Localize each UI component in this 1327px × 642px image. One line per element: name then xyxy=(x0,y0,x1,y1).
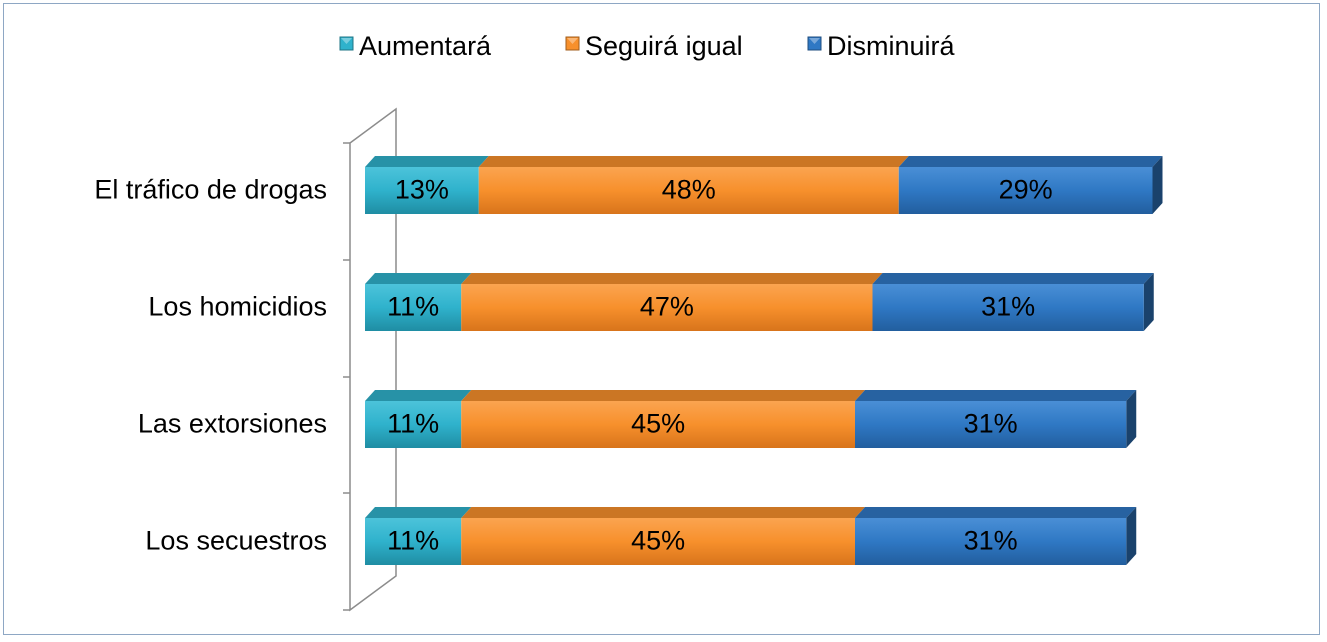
legend-label-2: Seguirá igual xyxy=(585,31,743,61)
bar-front-3-1 xyxy=(365,401,462,448)
legend-swatch-shine-1 xyxy=(341,38,352,44)
bar-top-4-2 xyxy=(461,507,865,518)
bar-side-4-3 xyxy=(1126,507,1137,565)
value-label-4-1: 11% xyxy=(387,526,439,556)
value-label-2-2: 47% xyxy=(640,292,694,322)
bar-front-4-1 xyxy=(365,518,462,565)
bar-front-4-3 xyxy=(855,518,1127,565)
bar-front-4-2 xyxy=(461,518,855,565)
bar-front-1-2 xyxy=(478,167,899,214)
bar-side-1-3 xyxy=(1152,156,1163,214)
category-label-3: Las extorsiones xyxy=(138,409,327,439)
bar-side-3-3 xyxy=(1126,390,1137,448)
bar-front-1-1 xyxy=(365,167,479,214)
bar-4-2 xyxy=(461,507,865,565)
bar-front-3-2 xyxy=(461,401,855,448)
bar-3-3 xyxy=(855,390,1137,448)
legend-swatch-shine-3 xyxy=(809,38,820,44)
value-label-2-3: 31% xyxy=(981,292,1035,322)
bar-front-1-3 xyxy=(898,167,1153,214)
bar-1-2 xyxy=(478,156,909,214)
bar-4-1 xyxy=(365,507,472,565)
legend-swatch-shine-2 xyxy=(567,38,578,44)
bar-top-3-2 xyxy=(461,390,865,401)
bar-3-1 xyxy=(365,390,472,448)
bar-front-3-3 xyxy=(855,401,1127,448)
value-label-3-3: 31% xyxy=(964,409,1018,439)
chart-frame: Aumentará Seguirá igual Disminuirá El tráf… xyxy=(3,3,1320,635)
bar-top-4-1 xyxy=(365,507,472,518)
bar-3-2 xyxy=(461,390,865,448)
category-label-2: Los homicidios xyxy=(148,292,327,322)
bar-top-4-3 xyxy=(855,507,1137,518)
bar-top-1-2 xyxy=(478,156,909,167)
bar-4-3 xyxy=(855,507,1137,565)
value-label-3-1: 11% xyxy=(387,409,439,439)
chart-svg: Aumentará Seguirá igual Disminuirá El tráf… xyxy=(94,31,1163,612)
category-label-1: El tráfico de drogas xyxy=(94,175,327,205)
value-label-1-3: 29% xyxy=(999,175,1053,205)
bar-2-3 xyxy=(872,273,1154,331)
legend-label-1: Aumentará xyxy=(359,31,492,61)
bar-1-1 xyxy=(365,156,489,214)
bar-2-2 xyxy=(461,273,883,331)
bar-top-3-3 xyxy=(855,390,1137,401)
category-axis xyxy=(343,107,397,612)
bar-1-3 xyxy=(898,156,1163,214)
bar-front-2-2 xyxy=(461,284,873,331)
value-label-1-1: 13% xyxy=(395,175,449,205)
category-label-4: Los secuestros xyxy=(145,526,327,556)
bar-top-3-1 xyxy=(365,390,472,401)
value-label-2-1: 11% xyxy=(387,292,439,322)
value-label-4-3: 31% xyxy=(964,526,1018,556)
value-label-4-2: 45% xyxy=(631,526,685,556)
bar-top-1-1 xyxy=(365,156,489,167)
bar-front-2-1 xyxy=(365,284,462,331)
bars: El tráfico de drogas 13% 48% 29% Los homicid… xyxy=(94,156,1163,565)
bar-top-2-1 xyxy=(365,273,472,284)
bar-front-2-3 xyxy=(872,284,1144,331)
bar-top-2-3 xyxy=(872,273,1154,284)
bar-side-2-3 xyxy=(1143,273,1154,331)
axis-wall xyxy=(349,107,397,612)
bar-top-1-3 xyxy=(898,156,1163,167)
value-label-1-2: 48% xyxy=(662,175,716,205)
legend: Aumentará Seguirá igual Disminuirá xyxy=(339,31,956,61)
bar-top-2-2 xyxy=(461,273,883,284)
value-label-3-2: 45% xyxy=(631,409,685,439)
legend-label-3: Disminuirá xyxy=(827,31,956,61)
bar-2-1 xyxy=(365,273,472,331)
